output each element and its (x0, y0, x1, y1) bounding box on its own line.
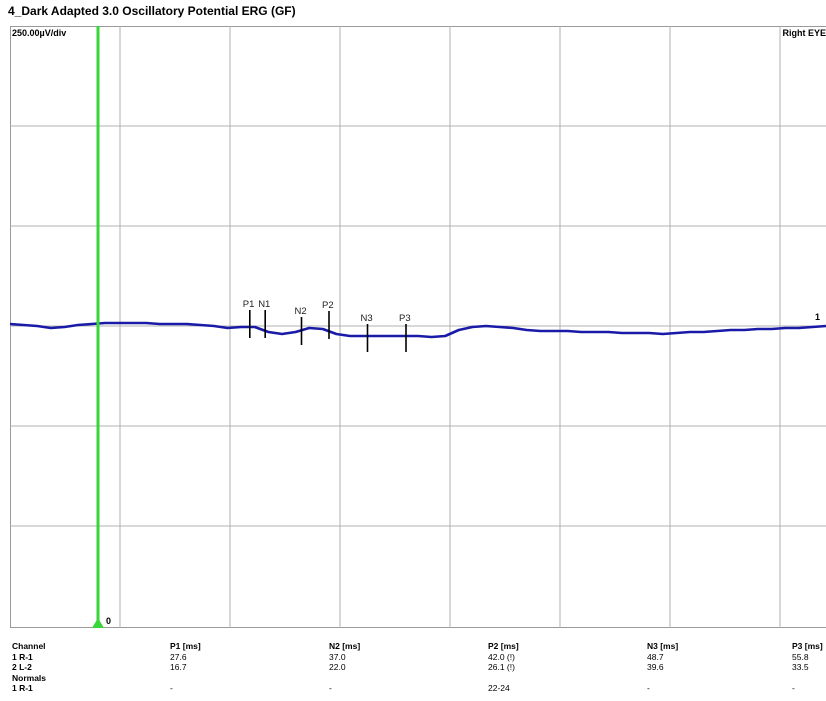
results-column-n3: N3 [ms] 48.7 39.6 - (647, 641, 678, 694)
plot-area (10, 26, 826, 628)
peak-marker-label: N3 (361, 313, 373, 324)
column-header: N2 [ms] (329, 641, 361, 651)
table-cell: - (647, 683, 650, 693)
table-cell: 26.1 (!) (488, 662, 515, 672)
column-header: P3 [ms] (792, 641, 823, 651)
table-cell: - (329, 683, 332, 693)
table-cell (488, 673, 519, 684)
table-cell: - (792, 683, 795, 693)
column-header: N3 [ms] (647, 641, 679, 651)
peak-marker-label: N2 (295, 306, 307, 317)
table-cell: 1 R-1 (12, 683, 33, 693)
table-cell (792, 673, 826, 684)
eye-label: Right EYE (782, 28, 826, 38)
table-cell: 39.6 (647, 662, 664, 672)
column-header: P1 [ms] (170, 641, 201, 651)
table-cell: - (170, 683, 173, 693)
table-cell: 42.0 (!) (488, 651, 515, 662)
table-cell: 16.7 (170, 662, 187, 672)
table-cell: 22.0 (329, 662, 346, 672)
scale-label: 250.00µV/div (12, 28, 67, 38)
table-cell: 22-24 (488, 683, 510, 693)
table-cell: 37.0 (329, 651, 346, 662)
peak-marker-label: P3 (399, 313, 411, 324)
chart-title: 4_Dark Adapted 3.0 Oscillatory Potential… (8, 4, 296, 18)
table-cell (647, 673, 678, 684)
table-cell: 55.8 (792, 651, 809, 662)
results-column-p3: P3 [ms] 55.8 33.5 - (792, 641, 826, 694)
results-column-p2: P2 [ms] 42.0 (!) 26.1 (!) 22-24 (488, 641, 519, 694)
table-cell: 2 L-2 (12, 662, 32, 672)
table-cell (170, 673, 201, 684)
table-cell: 27.6 (170, 651, 187, 662)
table-cell: 33.5 (792, 662, 809, 672)
column-header: Channel (12, 641, 46, 651)
results-column-n2: N2 [ms] 37.0 22.0 - (329, 641, 360, 694)
column-header: P2 [ms] (488, 641, 519, 651)
results-column-channel: Channel 1 R-1 2 L-2 Normals 1 R-1 (12, 641, 46, 694)
peak-marker-label: N1 (258, 299, 270, 310)
peak-marker-label: P2 (322, 300, 334, 311)
peak-marker-label: P1 (243, 299, 255, 310)
table-cell (329, 673, 360, 684)
cursor-label: 0 (106, 616, 111, 626)
table-cell: 48.7 (647, 651, 664, 662)
table-cell: Normals (12, 672, 47, 683)
table-cell: 1 R-1 (12, 651, 33, 662)
cursor-triangle-icon (92, 618, 104, 628)
erg-chart: 1 P1 N1 N2 P2 N3 P3 0 (9, 26, 826, 628)
trace-label: 1 (815, 312, 820, 322)
results-column-p1: P1 [ms] 27.6 16.7 - (170, 641, 201, 694)
erg-trace (9, 321, 826, 339)
